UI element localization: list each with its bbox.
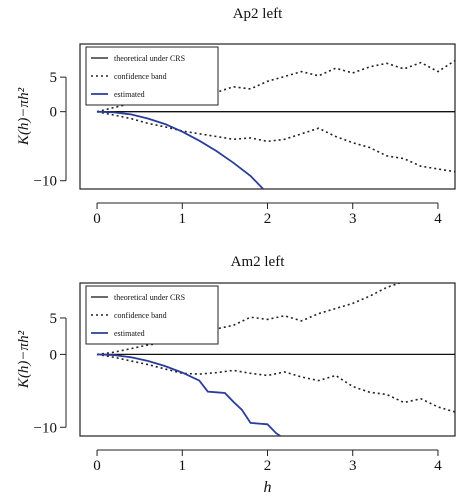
chart-panel-1: Ap2 left 0 1 2 3 4 −10 0 5 K(h)−πh² theoretical un… [16,6,456,227]
x-tick-label: 0 [93,458,101,474]
y-tick-label: −10 [34,174,57,190]
chart-title: Ap2 left [233,6,283,22]
x-tick-label: 4 [434,458,442,474]
x-tick-label: 1 [179,211,187,227]
y-tick-label: 5 [50,311,58,327]
x-tick-label: 4 [434,211,442,227]
y-axis-label: K(h)−πh² [16,330,32,389]
series-line-confidence-band [96,283,403,356]
y-axis-label: K(h)−πh² [16,87,32,146]
legend-entry: estimated [114,90,145,99]
legend-entry: theoretical under CRS [114,54,185,63]
legend-entry: estimated [114,329,145,338]
series-group [96,283,455,436]
x-tick-label: 1 [179,458,187,474]
legend-entry: confidence band [114,311,167,320]
series-line-confidence-band [96,110,455,173]
legend-box [85,285,219,345]
y-tick-label: 5 [50,70,58,86]
y-tick-label: 0 [50,347,58,363]
legend-entry: confidence band [114,72,167,81]
x-tick-label: 2 [264,211,272,227]
chart-title: Am2 left [231,254,286,270]
chart-panel-2: Am2 left 0 1 2 3 4 −10 0 5 K(h)−πh² h theoretical u… [16,254,456,496]
series-line-estimated [96,353,281,436]
x-tick-label: 3 [349,211,357,227]
plot-frame [79,282,456,437]
x-tick-label: 3 [349,458,357,474]
x-axis-label: h [264,479,272,496]
x-tick-label: 0 [93,211,101,227]
series-line-estimated [96,110,264,189]
plot-frame [79,43,456,190]
y-tick-label: −10 [34,420,57,436]
legend-entry: theoretical under CRS [114,293,185,302]
y-tick-label: 0 [50,105,58,121]
series-line-confidence-band [96,353,455,413]
x-tick-label: 2 [264,458,272,474]
